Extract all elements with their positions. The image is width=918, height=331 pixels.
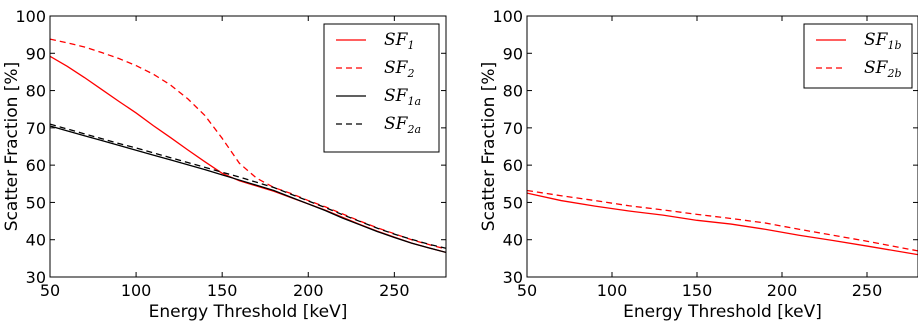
y-tick-label: 100 bbox=[15, 7, 46, 26]
chart-panel-1: 50 100 150 200 250 30 40 50 60 70 80 90 100 Energy Th… bbox=[2, 7, 447, 322]
x-tick-label: 50 bbox=[517, 281, 537, 300]
legend-label: SF2b bbox=[864, 58, 902, 80]
y-tick-label: 30 bbox=[26, 268, 46, 287]
series-line-SF2 bbox=[50, 38, 446, 250]
y-axis-label: Scatter Fraction [%] bbox=[2, 62, 22, 231]
legend-label: SF1a bbox=[384, 86, 421, 108]
plot-frame bbox=[526, 15, 918, 278]
y-tick-label: 60 bbox=[26, 156, 46, 175]
plot-frame bbox=[49, 15, 447, 278]
x-tick-label: 200 bbox=[293, 281, 324, 300]
x-tick-label: 100 bbox=[597, 281, 628, 300]
x-tick-label: 50 bbox=[40, 281, 60, 300]
legend-label: SF2 bbox=[384, 58, 414, 80]
legend: SF1 SF2 SF1a SF2a bbox=[323, 23, 440, 153]
x-tick-label: 250 bbox=[379, 281, 410, 300]
y-tick-label: 30 bbox=[503, 268, 523, 287]
legend-box bbox=[323, 23, 440, 153]
x-axis-label: Energy Threshold [keV] bbox=[149, 302, 348, 322]
x-tick-label: 150 bbox=[682, 281, 713, 300]
legend: SF1b SF2b bbox=[803, 23, 913, 89]
legend-label: SF1 bbox=[384, 30, 414, 52]
y-tick-label: 50 bbox=[503, 193, 523, 212]
x-tick-label: 250 bbox=[852, 281, 883, 300]
chart-panel-2: 50 100 150 200 250 30 40 50 60 70 80 90 100 Energy Th… bbox=[479, 7, 918, 322]
series-group bbox=[50, 38, 446, 254]
series-line-SF2b bbox=[527, 189, 918, 252]
series-group bbox=[527, 189, 918, 256]
y-tick-label: 60 bbox=[503, 156, 523, 175]
x-axis-label: Energy Threshold [keV] bbox=[623, 302, 822, 322]
y-tick-label: 70 bbox=[503, 119, 523, 138]
y-tick-label: 80 bbox=[26, 82, 46, 101]
y-tick-label: 100 bbox=[492, 7, 523, 26]
legend-box bbox=[803, 23, 913, 89]
y-tick-label: 50 bbox=[26, 193, 46, 212]
x-tick-label: 150 bbox=[207, 281, 238, 300]
y-tick-label: 70 bbox=[26, 119, 46, 138]
legend-label: SF2a bbox=[384, 114, 421, 136]
series-line-SF2a bbox=[50, 123, 446, 249]
y-tick-label: 90 bbox=[26, 44, 46, 63]
legend-label: SF1b bbox=[864, 30, 902, 52]
y-tick-label: 40 bbox=[26, 231, 46, 250]
x-tick-label: 200 bbox=[767, 281, 798, 300]
x-tick-label: 100 bbox=[121, 281, 152, 300]
y-tick-label: 80 bbox=[503, 82, 523, 101]
series-line-SF1a bbox=[50, 125, 446, 254]
y-tick-label: 40 bbox=[503, 231, 523, 250]
y-axis-label: Scatter Fraction [%] bbox=[479, 62, 499, 231]
series-line-SF1b bbox=[527, 192, 918, 256]
y-tick-label: 90 bbox=[503, 44, 523, 63]
